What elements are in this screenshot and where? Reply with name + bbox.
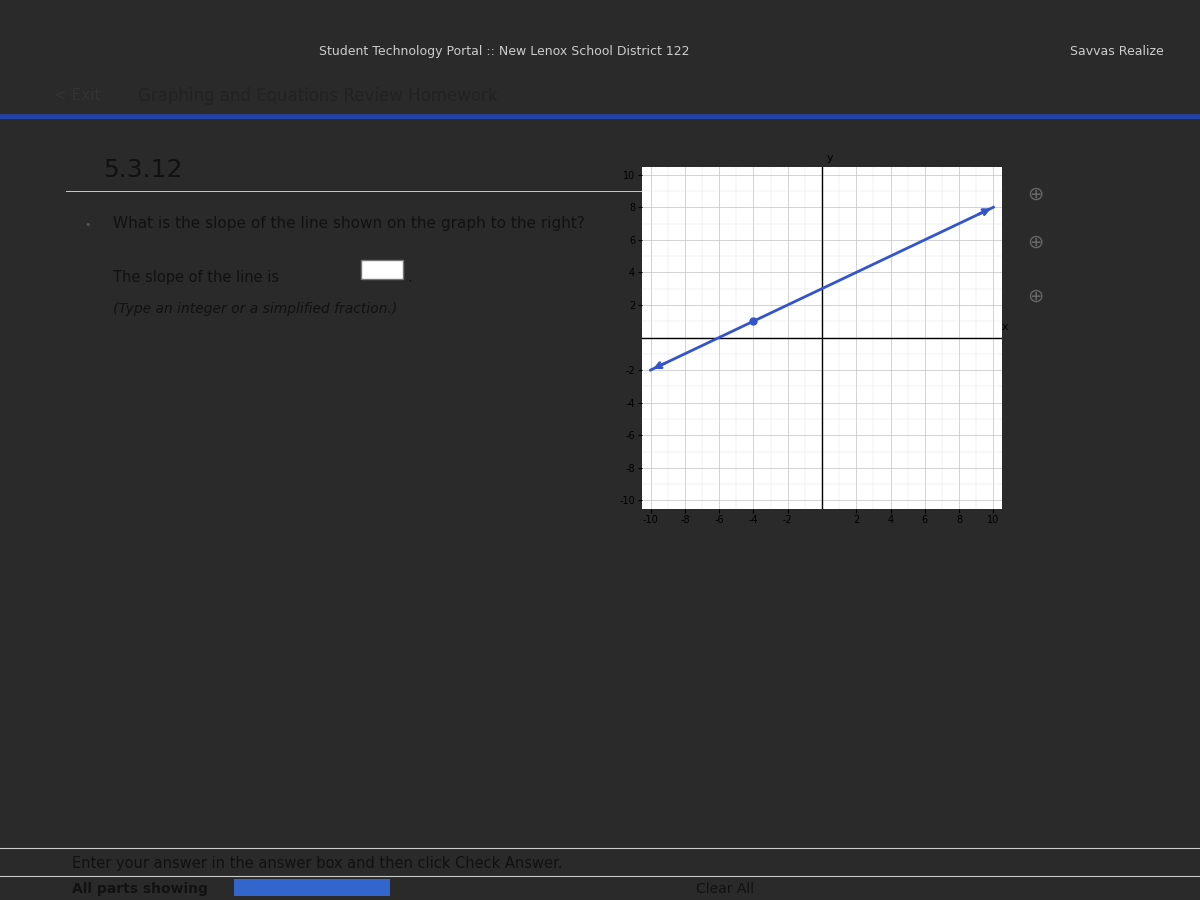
Text: What is the slope of the line shown on the graph to the right?: What is the slope of the line shown on t… [113,216,584,231]
Text: ⊕: ⊕ [1027,232,1043,251]
Text: Enter your answer in the answer box and then click Check Answer.: Enter your answer in the answer box and … [72,856,563,871]
Bar [234,878,390,896]
Text: Savvas Realize: Savvas Realize [1070,45,1164,58]
Text: Student Technology Portal :: New Lenox School District 122: Student Technology Portal :: New Lenox S… [319,45,689,58]
Text: ⊕: ⊕ [1027,184,1043,203]
Text: The slope of the line is: The slope of the line is [113,270,283,285]
Text: Graphing and Equations Review Homework: Graphing and Equations Review Homework [138,86,498,104]
Text: Clear All: Clear All [696,882,754,896]
Text: All parts showing: All parts showing [72,882,208,896]
Text: ⊕: ⊕ [1027,287,1043,306]
Text: x: x [1002,322,1009,332]
Text: .: . [408,270,413,285]
Bar [361,260,403,279]
Text: < Exit: < Exit [54,88,101,103]
Text: (Type an integer or a simplified fraction.): (Type an integer or a simplified fractio… [113,302,397,317]
Text: y: y [827,153,833,163]
Text: •: • [85,220,91,230]
Text: 5.3.12: 5.3.12 [103,158,182,183]
